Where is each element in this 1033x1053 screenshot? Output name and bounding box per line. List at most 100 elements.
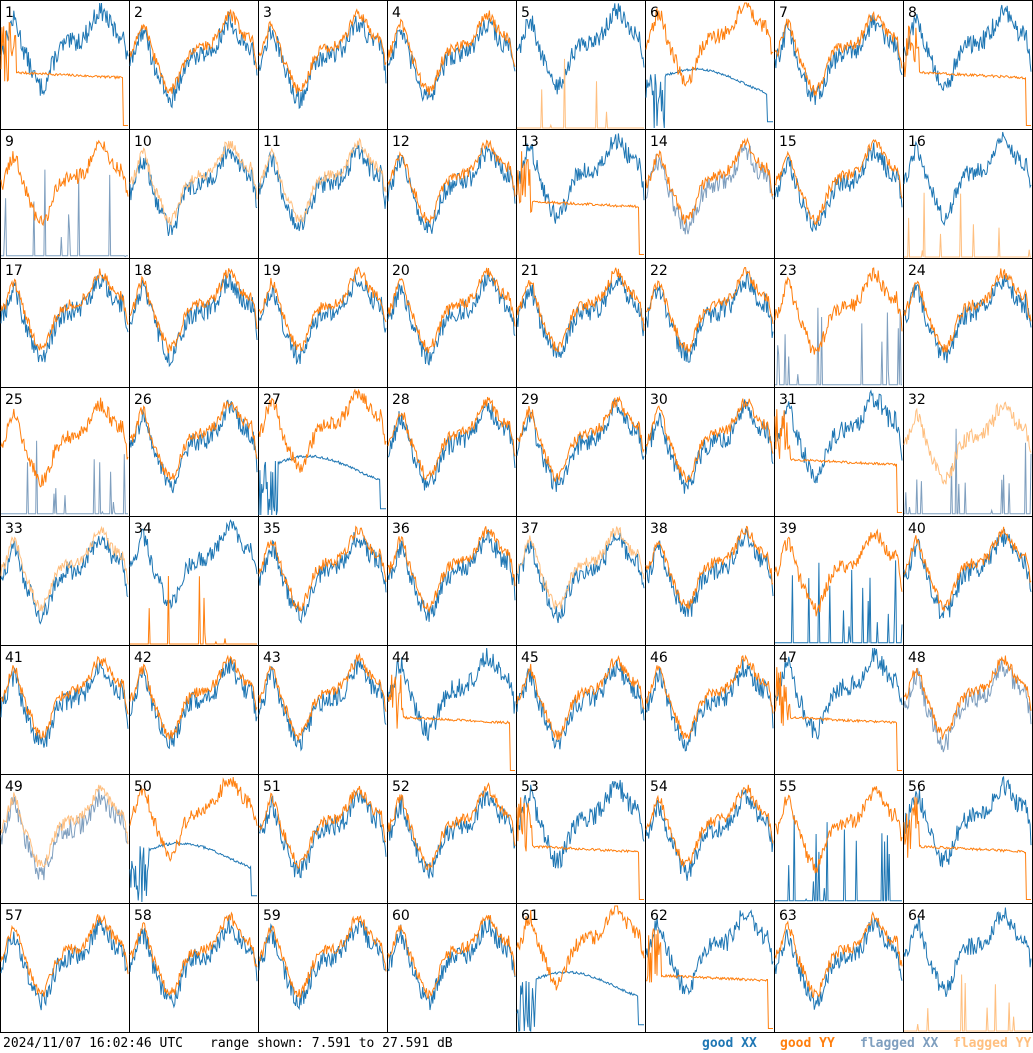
series-yy	[903, 25, 1031, 126]
panel-label: 18	[134, 263, 152, 279]
series-xx	[258, 15, 387, 110]
series-yy	[903, 268, 1032, 353]
series-yy	[129, 776, 258, 863]
panel-frame	[387, 0, 517, 130]
panel-47: 47	[774, 645, 904, 775]
panel-frame	[129, 774, 259, 904]
panel-label: 27	[263, 392, 281, 408]
panel-label: 21	[521, 263, 539, 279]
panel-label: 34	[134, 521, 152, 537]
series-yy	[129, 140, 258, 226]
panel-19: 19	[258, 258, 388, 388]
panel-frame	[516, 903, 646, 1033]
panel-label: 30	[650, 392, 668, 408]
panel-18: 18	[129, 258, 259, 388]
series-xx	[516, 398, 645, 492]
series-yy	[516, 905, 645, 991]
series-yy	[903, 526, 1032, 612]
panel-frame	[516, 258, 646, 388]
series-yy	[645, 137, 774, 226]
series-xx	[645, 659, 774, 752]
panel-frame	[0, 516, 130, 646]
panel-34: 34	[129, 516, 259, 646]
panel-label: 17	[5, 263, 23, 279]
timestamp: 2024/11/07 16:02:46 UTC	[3, 1036, 184, 1051]
panel-15: 15	[774, 129, 904, 259]
panel-label: 62	[650, 908, 668, 924]
series-xx	[387, 647, 516, 741]
series-xx	[516, 532, 645, 624]
panel-39: 39	[774, 516, 904, 646]
panel-label: 9	[5, 134, 14, 150]
series-yy	[258, 137, 387, 223]
series-xx	[774, 142, 903, 232]
panel-label: 45	[521, 650, 539, 666]
panel-frame	[387, 903, 517, 1033]
panel-label: 52	[392, 779, 410, 795]
series-yy	[258, 266, 387, 351]
series-xx	[0, 661, 129, 748]
panel-36: 36	[387, 516, 517, 646]
panel-13: 13	[516, 129, 646, 259]
panel-63: 63	[774, 903, 904, 1033]
panel-frame	[516, 0, 646, 130]
series-yy	[129, 654, 258, 740]
panel-53: 53	[516, 774, 646, 904]
panel-label: 40	[908, 521, 926, 537]
panel-label: 16	[908, 134, 926, 150]
series-xx	[129, 841, 257, 903]
panel-20: 20	[387, 258, 517, 388]
panel-8: 8	[903, 0, 1033, 130]
series-xx	[516, 779, 645, 869]
series-yy	[0, 21, 128, 126]
series-yy	[387, 526, 516, 614]
panel-frame	[258, 0, 388, 130]
panel-label: 35	[263, 521, 281, 537]
panel-55: 55	[774, 774, 904, 904]
panel-frame	[258, 516, 388, 646]
panel-41: 41	[0, 645, 130, 775]
series-xx	[774, 15, 903, 106]
series-xx	[774, 389, 903, 484]
panel-label: 22	[650, 263, 668, 279]
series-xx	[258, 454, 386, 516]
series-yy	[130, 575, 257, 645]
panel-label: 39	[779, 521, 797, 537]
legend-flagged-xx: flagged XX	[860, 1036, 939, 1051]
series-xx	[645, 271, 774, 363]
panel-30: 30	[645, 387, 775, 517]
panel-label: 33	[5, 521, 23, 537]
panel-frame	[258, 645, 388, 775]
series-xx	[0, 2, 129, 96]
panel-label: 51	[263, 779, 281, 795]
panel-label: 15	[779, 134, 797, 150]
panel-label: 6	[650, 5, 659, 21]
panel-frame	[129, 903, 259, 1033]
series-xx	[0, 274, 129, 363]
panel-frame	[0, 903, 130, 1033]
series-yy	[645, 784, 774, 868]
panel-label: 54	[650, 779, 668, 795]
panel-64: 64	[903, 903, 1033, 1033]
panel-5: 5	[516, 0, 646, 130]
panel-frame	[129, 258, 259, 388]
series-xx	[1, 440, 128, 515]
panel-frame	[516, 516, 646, 646]
panel-label: 56	[908, 779, 926, 795]
series-yy	[904, 974, 1031, 1032]
panel-37: 37	[516, 516, 646, 646]
series-yy	[0, 914, 129, 997]
series-xx	[129, 657, 258, 750]
series-yy	[387, 10, 516, 95]
panel-label: 29	[521, 392, 539, 408]
panel-48: 48	[903, 645, 1033, 775]
panel-59: 59	[258, 903, 388, 1033]
series-yy	[904, 192, 1031, 258]
series-yy	[129, 268, 258, 354]
series-xx	[516, 133, 645, 224]
panel-52: 52	[387, 774, 517, 904]
panel-label: 13	[521, 134, 539, 150]
panel-50: 50	[129, 774, 259, 904]
panel-25: 25	[0, 387, 130, 517]
series-xx	[387, 401, 516, 491]
